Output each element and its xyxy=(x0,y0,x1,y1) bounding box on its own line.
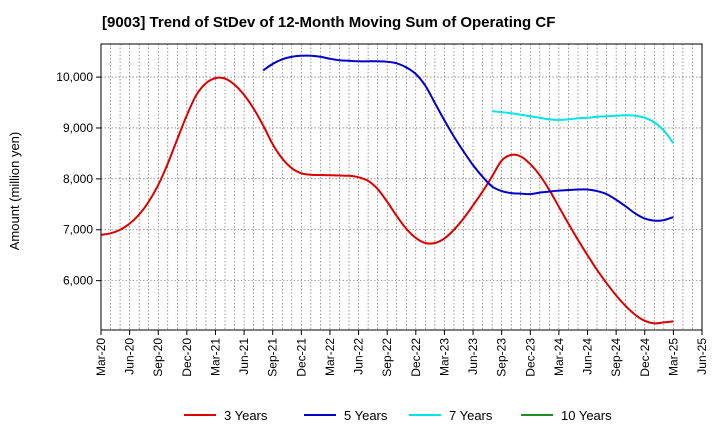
y-tick-label: 10,000 xyxy=(56,70,93,84)
x-tick-label: Dec-23 xyxy=(523,338,537,377)
x-tick-label: Sep-20 xyxy=(151,338,165,377)
x-tick-label: Jun-25 xyxy=(695,338,709,375)
grid xyxy=(100,44,703,330)
y-tick-label: 8,000 xyxy=(63,172,93,186)
x-tick-label: Sep-24 xyxy=(609,338,623,377)
x-tick-label: Sep-22 xyxy=(380,338,394,377)
legend-label: 5 Years xyxy=(344,408,388,423)
legend: 3 Years 5 Years 7 Years 10 Years xyxy=(184,408,612,423)
x-tick-label: Dec-21 xyxy=(294,338,308,377)
chart-title: [9003] Trend of StDev of 12-Month Moving… xyxy=(102,14,555,31)
x-tick-label: Jun-20 xyxy=(123,338,137,375)
x-tick-label: Mar-23 xyxy=(437,338,451,376)
x-tick-label: Sep-23 xyxy=(495,338,509,377)
x-tick-label: Mar-22 xyxy=(323,338,337,376)
x-tick-label: Mar-25 xyxy=(666,338,680,376)
x-tick-label: Jun-24 xyxy=(581,338,595,375)
series-lines xyxy=(100,54,675,325)
x-tick-label: Jun-23 xyxy=(466,338,480,375)
x-tick-label: Mar-21 xyxy=(208,338,222,376)
x-tick-label: Sep-21 xyxy=(266,338,280,377)
plot-frame xyxy=(100,43,703,331)
y-tick-label: 9,000 xyxy=(63,121,93,135)
x-tick-label: Dec-20 xyxy=(180,338,194,377)
x-tick-label: Jun-21 xyxy=(237,338,251,375)
legend-label: 7 Years xyxy=(449,408,493,423)
x-axis-ticks: Mar-20 Jun-20 Sep-20 Dec-20 Mar-21 Jun-21 Sep-… xyxy=(94,330,709,377)
y-axis-label: Amount (million yen) xyxy=(7,132,22,251)
x-tick-label: Mar-20 xyxy=(94,338,108,376)
series-line-5-years xyxy=(262,54,674,222)
y-axis-ticks: 6,000 7,000 8,000 9,000 10,000 xyxy=(56,70,101,288)
x-tick-label: Jun-22 xyxy=(352,338,366,375)
series-line-3-years xyxy=(100,76,674,325)
series-line-7-years xyxy=(492,110,675,144)
legend-label: 10 Years xyxy=(561,408,612,423)
y-tick-label: 7,000 xyxy=(63,223,93,237)
y-tick-label: 6,000 xyxy=(63,274,93,288)
x-tick-label: Mar-24 xyxy=(552,338,566,376)
x-tick-label: Dec-24 xyxy=(638,338,652,377)
legend-label: 3 Years xyxy=(224,408,268,423)
x-tick-label: Dec-22 xyxy=(409,338,423,377)
